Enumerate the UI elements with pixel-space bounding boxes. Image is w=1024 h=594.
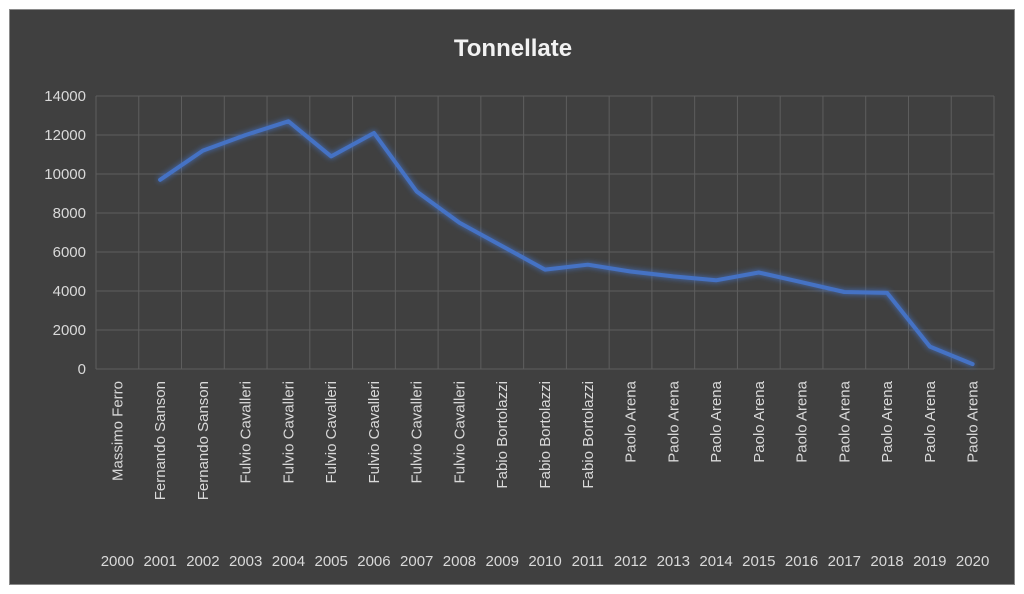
- x-category-label: Fulvio Cavalleri: [280, 381, 297, 484]
- x-category-label: Fulvio Cavalleri: [238, 381, 255, 484]
- x-year-label: 2003: [229, 553, 262, 570]
- x-category-label: Massimo Ferro: [109, 381, 126, 481]
- data-point: [671, 274, 675, 278]
- data-point: [329, 154, 333, 158]
- data-point: [201, 149, 205, 153]
- y-axis-ticks: 0 2000 4000 6000 8000 10000 12000 14000: [44, 88, 86, 378]
- x-year-label: 2008: [443, 553, 476, 570]
- x-year-label: 2018: [870, 553, 903, 570]
- x-year-label: 2005: [315, 553, 348, 570]
- data-point: [500, 244, 504, 248]
- data-point: [586, 263, 590, 267]
- x-year-label: 2012: [614, 553, 647, 570]
- data-point: [800, 280, 804, 284]
- data-point: [885, 291, 889, 295]
- x-category-label: Paolo Arena: [665, 380, 682, 462]
- data-point: [158, 178, 162, 182]
- data-point: [629, 270, 633, 273]
- chart-frame: Tonnellate 0 2000 4000 6000 8000 10000 12000 14…: [9, 9, 1015, 585]
- data-point: [971, 362, 975, 366]
- y-tick-label: 12000: [44, 127, 86, 144]
- x-category-label: Fabio Bortolazzi: [494, 381, 511, 489]
- x-year-label: 2009: [486, 553, 519, 570]
- series-layer: [158, 119, 975, 367]
- x-year-label: 2002: [186, 553, 219, 570]
- data-point: [757, 270, 761, 274]
- x-category-label: Paolo Arena: [623, 380, 640, 462]
- data-point: [928, 345, 932, 349]
- x-category-label: Paolo Arena: [794, 380, 811, 462]
- x-category-label: Fulvio Cavalleri: [451, 381, 468, 484]
- y-tick-label: 6000: [53, 244, 86, 261]
- x-year-label: 2020: [956, 553, 989, 570]
- data-point: [842, 290, 846, 294]
- x-year-label: 2004: [272, 553, 305, 570]
- x-year-label: 2015: [742, 553, 775, 570]
- x-category-label: Fabio Bortolazzi: [537, 381, 554, 489]
- x-year-label: 2017: [828, 553, 861, 570]
- x-category-label: Fernando Sanson: [195, 381, 212, 500]
- x-category-label: Fabio Bortolazzi: [580, 381, 597, 489]
- y-tick-label: 0: [78, 361, 86, 378]
- data-point: [372, 131, 376, 135]
- x-category-label: Fulvio Cavalleri: [366, 381, 383, 484]
- x-year-label: 2006: [357, 553, 390, 570]
- x-axis-category-labels: Massimo Ferro Fernando Sanson Fernando San…: [109, 380, 981, 500]
- data-point: [415, 190, 419, 194]
- series-line: [158, 119, 975, 367]
- x-year-label: 2001: [143, 553, 176, 570]
- x-category-label: Fulvio Cavalleri: [409, 381, 426, 484]
- x-year-label: 2007: [400, 553, 433, 570]
- x-category-label: Paolo Arena: [879, 380, 896, 462]
- y-tick-label: 8000: [53, 205, 86, 222]
- x-category-label: Paolo Arena: [751, 380, 768, 462]
- data-point: [286, 119, 290, 123]
- x-category-label: Paolo Arena: [836, 380, 853, 462]
- x-category-label: Paolo Arena: [965, 380, 982, 462]
- grid-layer: [95, 95, 995, 370]
- data-point: [244, 133, 248, 137]
- x-year-label: 2010: [528, 553, 561, 570]
- x-category-label: Paolo Arena: [708, 380, 725, 462]
- data-point: [543, 268, 547, 272]
- x-year-label: 2019: [913, 553, 946, 570]
- x-axis-year-labels: 2000 2001 2002 2003 2004 2005 2006 2007 2008 2009…: [101, 553, 990, 570]
- x-year-label: 2013: [657, 553, 690, 570]
- chart-title: Tonnellate: [454, 35, 572, 62]
- data-point: [714, 278, 718, 282]
- y-tick-label: 2000: [53, 322, 86, 339]
- x-year-label: 2016: [785, 553, 818, 570]
- y-tick-label: 10000: [44, 166, 86, 183]
- y-tick-label: 4000: [53, 283, 86, 300]
- line-chart: Tonnellate 0 2000 4000 6000 8000 10000 12000 14…: [44, 35, 995, 570]
- y-tick-label: 14000: [44, 88, 86, 105]
- data-point: [457, 221, 461, 225]
- x-year-label: 2014: [699, 553, 732, 570]
- x-category-label: Fernando Sanson: [152, 381, 169, 500]
- x-category-label: Fulvio Cavalleri: [323, 381, 340, 484]
- x-year-label: 2000: [101, 553, 134, 570]
- x-year-label: 2011: [572, 553, 604, 570]
- x-category-label: Paolo Arena: [922, 380, 939, 462]
